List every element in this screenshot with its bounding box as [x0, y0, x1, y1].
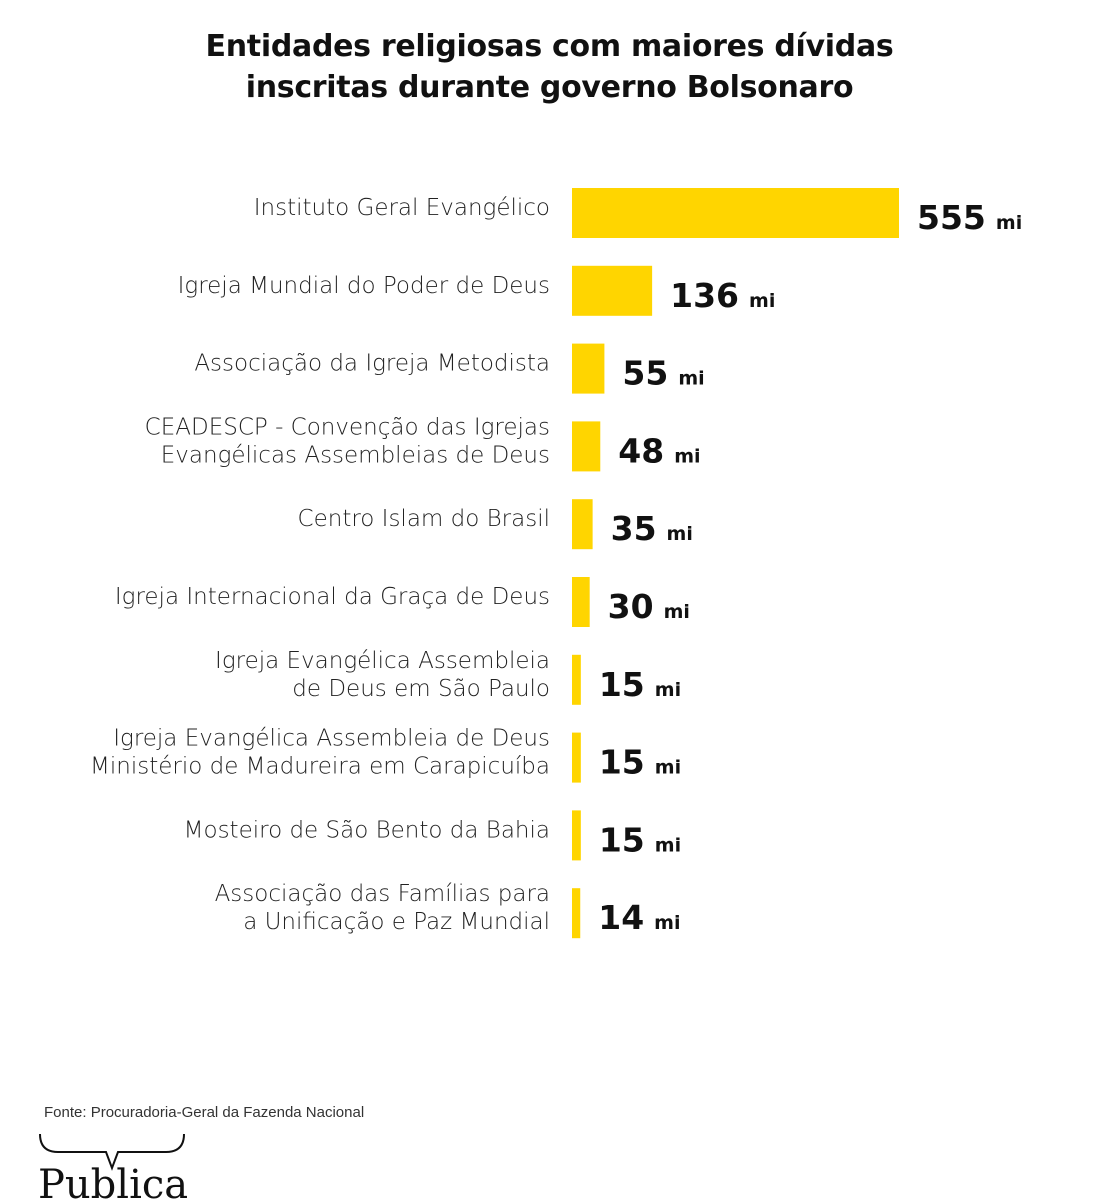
chart-title-line: inscritas durante governo Bolsonaro [245, 70, 854, 105]
speech-bracket-icon [39, 1133, 185, 1171]
category-label: Ministério de Madureira em Carapicuíba [90, 754, 550, 780]
category-label: Igreja Mundial do Poder de Deus [178, 273, 550, 299]
value-label: 14 mi [598, 898, 680, 937]
category-label: Igreja Evangélica Assembleia de Deus [113, 726, 550, 752]
value-label: 48 mi [618, 431, 700, 470]
category-label: Instituto Geral Evangélico [254, 195, 550, 221]
chart-title: Entidades religiosas com maiores dívidas… [0, 26, 1099, 108]
source-note: Fonte: Procuradoria-Geral da Fazenda Nac… [44, 1104, 365, 1121]
category-label: CEADESCP - Convenção das Igrejas [145, 414, 550, 440]
bar [572, 577, 590, 627]
category-label: Centro Islam do Brasil [298, 506, 550, 532]
chart-title-line: Entidades religiosas com maiores dívidas [205, 29, 894, 64]
bar-chart: Instituto Geral Evangélico 555 mi Igreja Mu… [90, 188, 1022, 939]
bar [572, 343, 605, 394]
category-label: Associação das Famílias para [215, 881, 550, 907]
category-label: de Deus em São Paulo [292, 676, 550, 702]
bar [572, 265, 653, 316]
bar [572, 654, 581, 705]
bar [572, 421, 601, 472]
category-label: Igreja Internacional da Graça de Deus [115, 584, 550, 610]
value-label: 30 mi [608, 587, 690, 626]
publica-logo: Publica [38, 1133, 188, 1200]
category-label: Mosteiro de São Bento da Bahia [184, 817, 550, 843]
value-label: 555 mi [917, 198, 1022, 237]
value-label: 15 mi [599, 743, 681, 782]
logo-text: Publica [38, 1162, 188, 1200]
value-label: 15 mi [599, 665, 681, 704]
category-label: a Unificação e Paz Mundial [243, 909, 550, 935]
bar [572, 810, 581, 861]
bar [572, 732, 581, 783]
category-label: Associação da Igreja Metodista [194, 351, 550, 377]
value-label: 136 mi [670, 276, 775, 315]
bar [572, 888, 581, 939]
bar [572, 188, 899, 238]
category-label: Evangélicas Assembleias de Deus [161, 442, 550, 468]
value-label: 55 mi [622, 354, 704, 393]
bar [572, 499, 593, 550]
value-label: 35 mi [611, 509, 693, 548]
value-label: 15 mi [599, 820, 681, 859]
category-label: Igreja Evangélica Assembleia [215, 648, 550, 674]
